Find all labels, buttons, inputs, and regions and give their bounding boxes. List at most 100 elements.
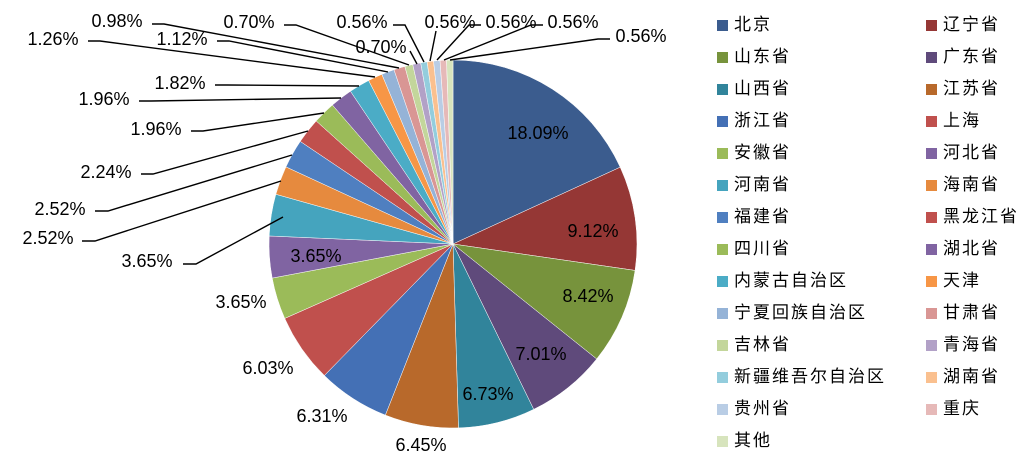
- leader-lines: [82, 23, 610, 265]
- legend-item: 贵州省: [717, 393, 926, 425]
- legend-swatch: [717, 19, 728, 31]
- legend-label: 黑龙江省: [943, 207, 1019, 227]
- legend-label: 内蒙古自治区: [734, 271, 848, 291]
- legend-label: 湖南省: [943, 367, 1000, 387]
- leader-line: [436, 24, 481, 61]
- data-label: 2.52%: [22, 228, 73, 248]
- leader-line: [217, 40, 389, 73]
- legend-swatch: [717, 179, 728, 191]
- legend-label: 浙江省: [734, 111, 791, 131]
- legend-label: 青海省: [943, 335, 1000, 355]
- data-label: 0.56%: [615, 26, 666, 46]
- data-label: 1.82%: [154, 73, 205, 93]
- legend-item: 上海: [926, 105, 1026, 137]
- pie-slice: [452, 243, 636, 360]
- leader-line: [141, 130, 309, 175]
- leader-line: [183, 216, 284, 265]
- legend-label: 贵州省: [734, 399, 791, 419]
- legend-item: 安徽省: [717, 137, 926, 169]
- pie-slice: [452, 166, 638, 271]
- legend-label: 上海: [943, 111, 981, 131]
- legend-swatch: [926, 339, 937, 351]
- legend-label: 吉林省: [734, 335, 791, 355]
- legend-swatch: [717, 83, 728, 95]
- legend-label: 其他: [734, 431, 772, 451]
- legend-swatch: [717, 211, 728, 223]
- pie-slice: [452, 59, 621, 245]
- data-label: 9.12%: [567, 221, 618, 241]
- data-label: 0.56%: [485, 12, 536, 32]
- data-label: 2.52%: [34, 199, 85, 219]
- legend-swatch: [717, 275, 728, 287]
- data-label: 8.42%: [562, 286, 613, 306]
- legend-item: 河南省: [717, 169, 926, 201]
- data-label: 3.65%: [121, 251, 172, 271]
- legend-item: 辽宁省: [926, 9, 1026, 41]
- data-label: 1.96%: [78, 89, 129, 109]
- data-label: 7.01%: [515, 344, 566, 364]
- data-label: 6.03%: [242, 358, 293, 378]
- data-label: 0.98%: [91, 11, 142, 31]
- legend-swatch: [926, 307, 937, 319]
- data-label: 0.56%: [424, 12, 475, 32]
- legend-label: 天津: [943, 271, 981, 291]
- legend-swatch: [717, 147, 728, 159]
- legend-label: 宁夏回族自治区: [734, 303, 867, 323]
- leader-line: [429, 30, 437, 62]
- legend-swatch: [717, 51, 728, 63]
- legend-item: 山东省: [717, 41, 926, 73]
- data-labels: 18.09% 9.12% 8.42% 7.01%6.73% 6.45% 6.31% 6.03…: [22, 11, 666, 455]
- legend-item: 北京: [717, 9, 926, 41]
- legend-swatch: [717, 243, 728, 255]
- legend-item: 四川省: [717, 233, 926, 265]
- legend-label: 四川省: [734, 239, 791, 259]
- legend-swatch: [926, 243, 937, 255]
- data-label: 0.56%: [336, 12, 387, 32]
- data-label: 3.65%: [290, 246, 341, 266]
- leader-line: [409, 50, 418, 65]
- legend-swatch: [926, 179, 937, 191]
- legend-swatch: [926, 403, 937, 415]
- legend-item: 浙江省: [717, 105, 926, 137]
- legend-item: 黑龙江省: [926, 201, 1026, 233]
- legend-label: 江苏省: [943, 79, 1000, 99]
- leader-line: [88, 40, 376, 78]
- legend-item: 湖南省: [926, 361, 1026, 393]
- legend-label: 山西省: [734, 79, 791, 99]
- legend-swatch: [926, 371, 937, 383]
- leader-line: [284, 24, 410, 66]
- legend-swatch: [926, 115, 937, 127]
- data-label: 6.45%: [395, 435, 446, 455]
- data-label: 2.24%: [80, 162, 131, 182]
- legend-item: 江苏省: [926, 73, 1026, 105]
- legend-item: 青海省: [926, 329, 1026, 361]
- data-label: 18.09%: [507, 123, 568, 143]
- data-label: 1.96%: [130, 119, 181, 139]
- legend-label: 北京: [734, 15, 772, 35]
- legend-label: 重庆: [943, 399, 981, 419]
- legend-swatch: [717, 307, 728, 319]
- legend-item: 新疆维吾尔自治区: [717, 361, 926, 393]
- legend-swatch: [926, 51, 937, 63]
- legend-swatch: [926, 147, 937, 159]
- legend-item: 吉林省: [717, 329, 926, 361]
- legend-swatch: [926, 19, 937, 31]
- leader-line: [393, 24, 425, 63]
- legend-item: 福建省: [717, 201, 926, 233]
- leader-line: [191, 112, 325, 132]
- legend-item: 广东省: [926, 41, 1026, 73]
- leader-line: [215, 84, 360, 87]
- legend: 北京 辽宁省 山东省 广东省 山西省 江苏省 浙江省 上海 安徽省 河北省 河南省 海南省 福建省 黑龙江…: [717, 9, 1026, 457]
- legend-item: 内蒙古自治区: [717, 265, 926, 297]
- leader-line: [95, 154, 293, 212]
- legend-label: 辽宁省: [943, 15, 1000, 35]
- legend-label: 安徽省: [734, 143, 791, 163]
- legend-label: 广东省: [943, 47, 1000, 67]
- leader-line: [139, 97, 342, 102]
- legend-item: 天津: [926, 265, 1026, 297]
- legend-item: 宁夏回族自治区: [717, 297, 926, 329]
- legend-item: 重庆: [926, 393, 1026, 425]
- data-label: 1.26%: [27, 29, 78, 49]
- leader-line: [443, 24, 543, 61]
